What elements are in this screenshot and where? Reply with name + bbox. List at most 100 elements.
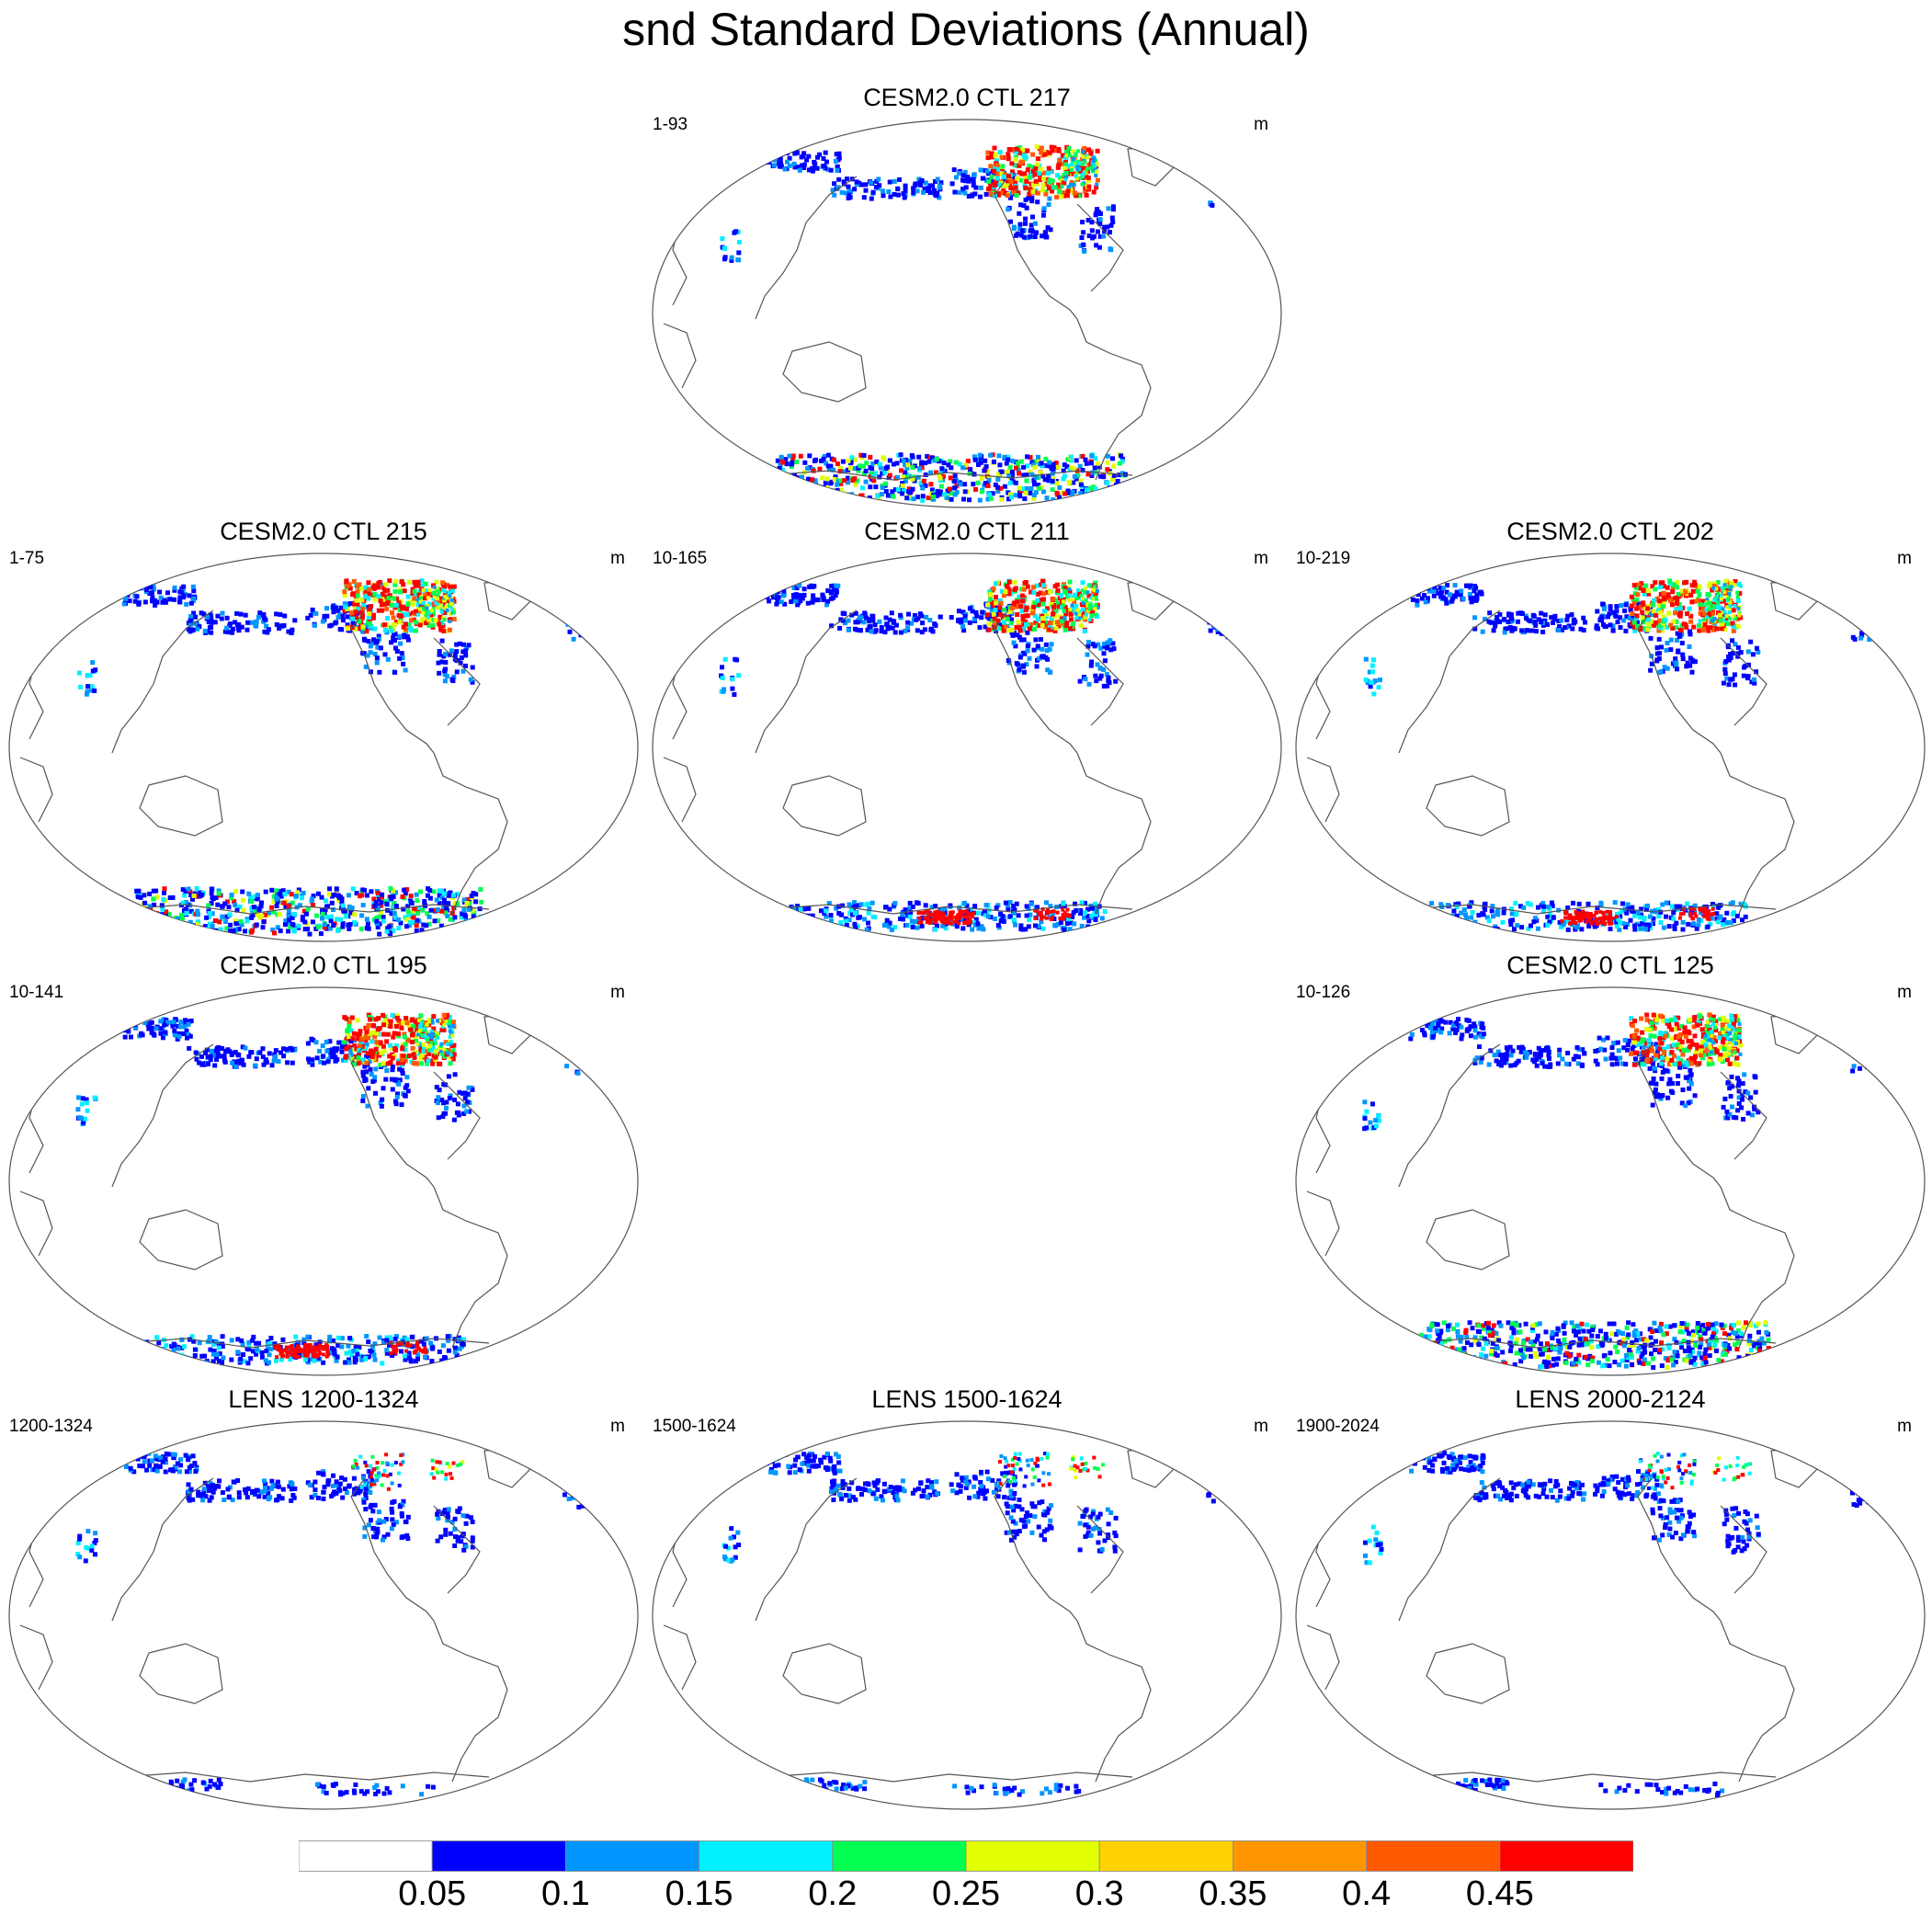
- map-panel-cesm-211: CESM2.0 CTL 211 10-165 m: [645, 517, 1289, 949]
- snow-std-field: [75, 1529, 98, 1564]
- world-map: [8, 1420, 639, 1810]
- panel-units-label: m: [1254, 549, 1268, 568]
- world-map: [1295, 1420, 1926, 1810]
- map-panel-cesm-125: CESM2.0 CTL 125 10-126 m: [1289, 951, 1932, 1383]
- snow-std-field: [342, 578, 457, 633]
- world-map: [8, 553, 639, 942]
- snow-std-field: [829, 610, 943, 635]
- snow-std-field: [1472, 1478, 1587, 1503]
- panel-title: CESM2.0 CTL 215: [220, 518, 427, 545]
- snow-std-field: [830, 177, 944, 201]
- snow-std-field: [1593, 1469, 1661, 1501]
- map-panel-lens-2000: LENS 2000-2124 1900-2024 m: [1289, 1384, 1932, 1817]
- map-panel-lens-1500: LENS 1500-1624 1500-1624 m: [645, 1384, 1289, 1817]
- coastlines: [1306, 1448, 1818, 1783]
- snow-std-field: [360, 1063, 411, 1109]
- colorbar-tick-label: 0.25: [932, 1874, 1000, 1913]
- snow-std-field: [77, 660, 98, 697]
- snow-std-field: [1638, 1452, 1697, 1491]
- snow-std-field: [1362, 1099, 1381, 1132]
- panel-range-label: 1200-1324: [9, 1417, 93, 1436]
- colorbar-swatch: [832, 1840, 967, 1872]
- snow-std-field: [1033, 907, 1072, 921]
- snow-std-field: [1077, 1507, 1119, 1554]
- map-frame: [652, 553, 1282, 942]
- snow-std-field: [314, 1782, 436, 1797]
- panel-units-label: m: [1254, 115, 1268, 134]
- map-panel-lens-1200: LENS 1200-1324 1200-1324 m: [2, 1384, 645, 1817]
- map-frame: [652, 119, 1282, 508]
- colorbar-tick-label: 0.2: [808, 1874, 858, 1913]
- panel-range-label: 1-93: [653, 115, 688, 134]
- snow-std-field: [436, 638, 475, 685]
- snow-std-field: [351, 1453, 405, 1491]
- snow-std-field: [1059, 583, 1099, 622]
- colorbar: [298, 1840, 1634, 1872]
- map-frame: [1295, 553, 1926, 942]
- snow-std-field: [1077, 638, 1119, 689]
- colorbar-tick-label: 0.35: [1199, 1874, 1267, 1913]
- panel-range-label: 10-126: [1296, 983, 1351, 1002]
- panel-title: CESM2.0 CTL 211: [864, 518, 1070, 545]
- snow-std-field: [719, 656, 742, 697]
- world-map: [652, 1420, 1282, 1810]
- snow-std-field: [75, 1095, 98, 1127]
- colorbar-tick-label: 0.3: [1074, 1874, 1124, 1913]
- snow-std-field: [829, 1478, 940, 1503]
- colorbar-swatch: [431, 1840, 566, 1872]
- snow-std-field: [1060, 149, 1099, 189]
- snow-std-field: [1006, 630, 1054, 675]
- panel-range-label: 10-219: [1296, 549, 1351, 568]
- snow-std-field: [722, 1526, 742, 1564]
- snow-std-field: [415, 1017, 456, 1057]
- panel-title: CESM2.0 CTL 202: [1506, 518, 1714, 545]
- colorbar-swatch: [564, 1840, 699, 1872]
- page-title: snd Standard Deviations (Annual): [622, 4, 1310, 55]
- map-frame: [1295, 986, 1926, 1376]
- snow-std-field: [720, 229, 742, 263]
- panel-title: LENS 2000-2124: [1515, 1385, 1706, 1413]
- snow-std-field: [1560, 909, 1619, 926]
- snow-std-field: [434, 1072, 475, 1122]
- world-map: [1295, 986, 1926, 1376]
- snow-std-field: [1650, 1498, 1698, 1543]
- snow-std-field: [361, 1497, 411, 1543]
- coastlines: [1306, 580, 1818, 915]
- colorbar-tick-label: 0.4: [1342, 1874, 1392, 1913]
- map-panel-cesm-202: CESM2.0 CTL 202 10-219 m: [1289, 517, 1932, 949]
- colorbar-swatch: [1499, 1840, 1634, 1872]
- colorbar-swatch: [1366, 1840, 1501, 1872]
- snow-std-field: [435, 1506, 475, 1553]
- snow-std-field: [1363, 1524, 1384, 1566]
- map-frame: [1295, 1420, 1926, 1810]
- panel-title: CESM2.0 CTL 125: [1506, 951, 1714, 979]
- snow-std-field: [1363, 656, 1382, 697]
- map-panel-cesm-215: CESM2.0 CTL 215 1-75 m: [2, 517, 645, 949]
- snow-std-field: [273, 1343, 331, 1360]
- coastlines: [1306, 1014, 1818, 1349]
- snow-std-field: [1069, 1455, 1106, 1479]
- snow-std-field: [1472, 610, 1587, 635]
- map-panel-cesm-195: CESM2.0 CTL 195 10-141 m: [2, 951, 645, 1383]
- colorbar-swatch: [1233, 1840, 1368, 1872]
- snow-std-field: [186, 610, 298, 635]
- panel-range-label: 1500-1624: [653, 1417, 736, 1436]
- colorbar-labels: 0.05 0.1 0.15 0.2 0.25 0.3 0.35 0.4 0.45: [0, 1874, 1932, 1914]
- panel-units-label: m: [1254, 1417, 1268, 1436]
- snow-std-field: [994, 1452, 1051, 1491]
- snow-std-field: [916, 909, 975, 926]
- colorbar-swatch: [1098, 1840, 1233, 1872]
- colorbar-swatch: [298, 1840, 433, 1872]
- snow-std-field: [1721, 638, 1761, 688]
- map-frame: [8, 1420, 639, 1810]
- map-frame: [8, 986, 639, 1376]
- snow-std-field: [1702, 583, 1743, 623]
- world-map: [1295, 553, 1926, 942]
- snow-std-field: [187, 1044, 298, 1069]
- snow-std-field: [1677, 906, 1715, 921]
- panel-range-label: 10-141: [9, 983, 64, 1002]
- colorbar-tick-label: 0.1: [540, 1874, 590, 1913]
- snow-std-field: [342, 1012, 457, 1067]
- colorbar-tick-label: 0.45: [1465, 1874, 1534, 1913]
- panel-title: LENS 1200-1324: [228, 1385, 419, 1413]
